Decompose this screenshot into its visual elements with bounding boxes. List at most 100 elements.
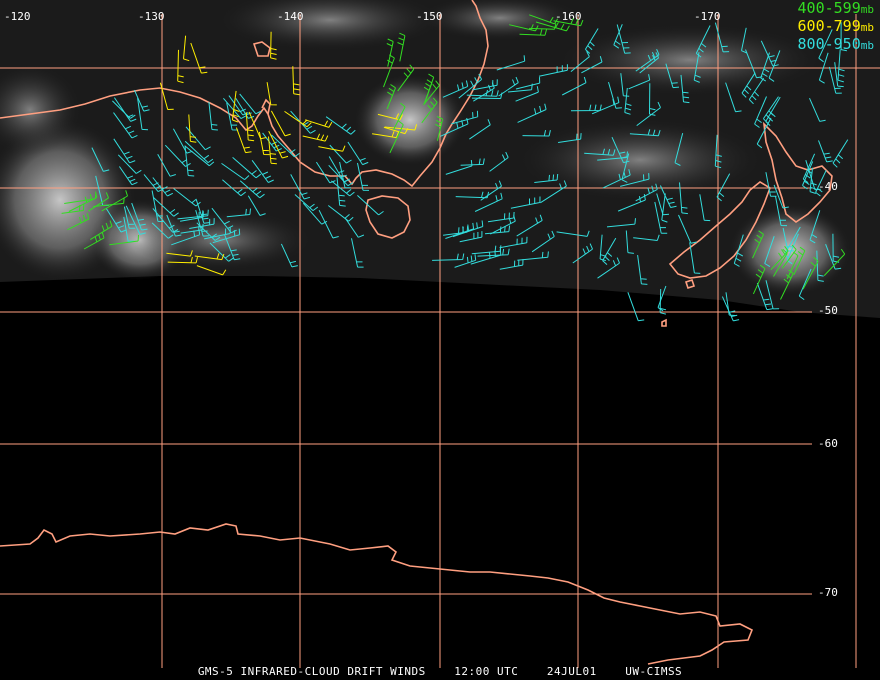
wind-barb (716, 173, 731, 202)
wind-barb (113, 112, 138, 139)
wind-barb (184, 145, 215, 167)
wind-barb (608, 81, 622, 109)
wind-barb (294, 194, 319, 211)
lat-label: -70 (818, 586, 838, 599)
wind-barb (798, 268, 812, 301)
wind-barb (304, 119, 333, 128)
wind-barb (195, 199, 210, 224)
wind-barb (118, 166, 138, 186)
wind-barb (597, 257, 620, 279)
wind-barb (633, 234, 660, 241)
wind-barb (741, 72, 756, 98)
wind-barb (635, 183, 658, 202)
wind-barb (423, 80, 440, 106)
wind-barb (809, 210, 821, 244)
wind-barb (775, 196, 788, 227)
wind-barb (239, 93, 262, 115)
wind-barb (153, 197, 179, 217)
wind-barb (88, 192, 109, 212)
legend-entry-800-950: 800-950mb (797, 35, 874, 53)
wind-barb (553, 18, 584, 27)
wind-barb (584, 28, 599, 54)
wind-barb (357, 162, 370, 191)
wind-barb (351, 238, 364, 268)
wind-barb (421, 97, 438, 124)
wind-barb (840, 22, 848, 52)
wind-barb (689, 242, 701, 274)
wind-barb (266, 82, 277, 106)
wind-barb (454, 254, 477, 268)
wind-barb (765, 280, 780, 310)
australia-coastline (0, 0, 489, 188)
wind-barb (112, 100, 136, 119)
lon-label: -140 (277, 10, 304, 23)
wind-barb (659, 288, 667, 315)
wind-barb (469, 119, 491, 140)
wind-barb (440, 117, 469, 137)
wind-barb (678, 214, 697, 244)
wind-barb (528, 23, 557, 30)
wind-barb (756, 282, 773, 311)
wind-barb (90, 220, 113, 241)
wind-barb (786, 251, 799, 280)
wind-barb (725, 82, 742, 113)
wind-barb (828, 66, 842, 94)
wind-barb (693, 52, 701, 83)
wind-barb (372, 131, 399, 139)
wind-barb (832, 233, 840, 263)
wind-barb (101, 190, 128, 212)
wind-barb (760, 40, 779, 67)
wind-barb (328, 156, 350, 183)
wind-barb (637, 255, 648, 285)
wind-barb (834, 62, 844, 88)
wind-barb (725, 292, 736, 316)
wind-barb (489, 151, 509, 172)
wind-barb (531, 230, 555, 253)
wind-barb (584, 148, 616, 156)
wind-barb (451, 110, 479, 125)
wind-barb (695, 25, 711, 58)
wind-barb (458, 73, 483, 99)
antarctica-coastline (0, 523, 754, 665)
stewart-island (684, 278, 696, 290)
wind-barb (515, 77, 541, 90)
wind-barb (325, 116, 356, 135)
wind-barb (535, 21, 570, 32)
wind-barb (443, 226, 469, 236)
wind-barb (714, 22, 730, 53)
wind-barb (383, 54, 395, 88)
cloud-band (130, 210, 310, 270)
wind-barb (620, 73, 630, 97)
wind-barb (393, 102, 406, 130)
wind-barb (770, 245, 789, 271)
wind-barb (768, 50, 781, 82)
wind-barb (432, 253, 465, 261)
wind-barb (331, 180, 355, 197)
wind-barb (290, 174, 311, 200)
lon-label: -120 (4, 10, 31, 23)
wind-barb (538, 64, 568, 77)
wind-barb (809, 167, 817, 194)
wind-barb (270, 31, 277, 60)
wind-barb (248, 111, 267, 140)
wind-barb (558, 133, 582, 143)
wind-barb (389, 120, 404, 154)
lon-label: -150 (416, 10, 443, 23)
wind-barb (561, 76, 587, 96)
wind-barb (466, 89, 499, 97)
wind-barb (133, 89, 150, 112)
wind-barb (221, 162, 250, 181)
wind-barb (741, 27, 748, 54)
image-caption: GMS-5 INFRARED-CLOUD DRIFT WINDS 12:00 U… (0, 665, 880, 678)
wind-barb (616, 24, 631, 54)
wind-barb (540, 180, 567, 204)
wind-barb (621, 153, 630, 183)
wind-barb (519, 29, 547, 36)
wind-barb (212, 228, 241, 244)
nz-south-island (668, 181, 771, 279)
cape-york (252, 41, 271, 57)
wind-barb (117, 154, 142, 174)
wind-barb (386, 84, 396, 110)
wind-barb (654, 201, 668, 234)
wind-barb (733, 234, 744, 267)
